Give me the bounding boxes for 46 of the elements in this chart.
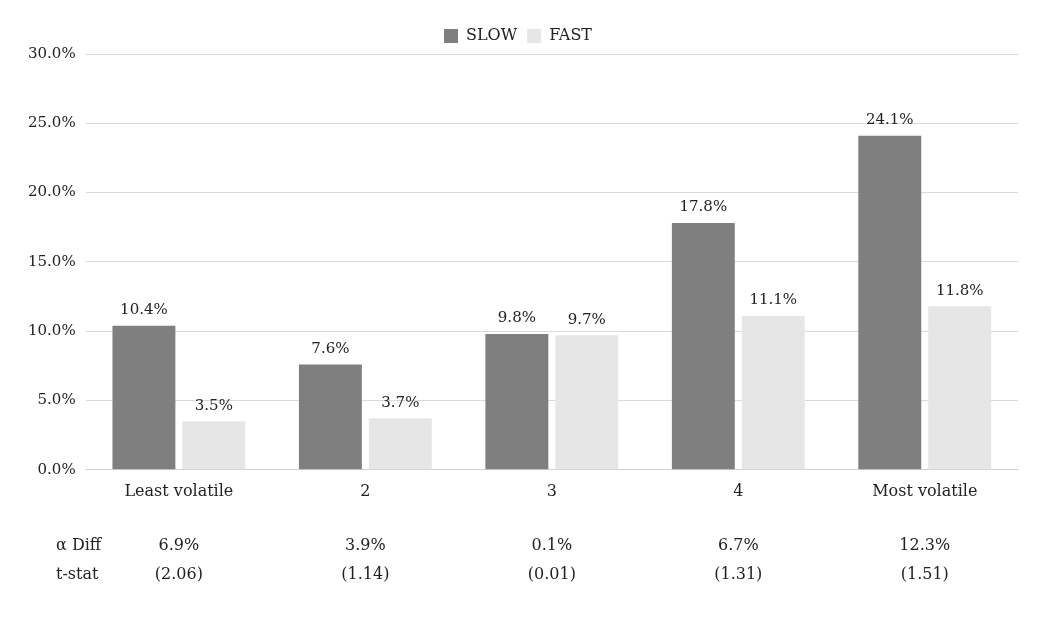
text: (1.31) [714,563,763,583]
x-tick-label: Least volatile [124,480,234,500]
x-tick-label: Most volatile [872,480,978,500]
x-tick-label: 2 [360,480,371,500]
data-label: 7.6% [311,338,350,357]
data-label: 10.4% [120,300,168,319]
bar [671,223,735,470]
text: (1.51) [900,563,949,583]
bar [928,306,992,470]
y-tick-label: 30.0% [28,43,76,62]
bar [112,325,176,470]
data-label: 9.8% [497,308,536,327]
data-label: 24.1% [865,110,914,129]
text: α Diff [56,534,103,554]
text: 3.9% [345,534,386,554]
y-tick-label: 5.0% [37,390,76,409]
x-tick-label: 3 [546,480,557,500]
text: (1.14) [341,563,390,583]
y-tick-label: 25.0% [28,113,76,132]
y-tick-label: 15.0% [28,251,76,270]
data-label: 11.8% [935,280,984,299]
text: (2.06) [154,563,203,583]
legend-label: FAST [549,25,593,45]
text: (0.01) [527,563,576,583]
data-label: 17.8% [679,197,728,216]
legend-label: SLOW [465,25,518,45]
text: t-stat [56,563,100,583]
bar [298,364,362,470]
data-label: 11.1% [749,290,798,309]
bar [555,335,619,470]
data-label: 3.7% [381,392,420,411]
data-label: 3.5% [194,395,233,414]
text: 6.7% [717,534,759,554]
bar [182,421,246,470]
bar [368,418,432,470]
bar [858,135,922,470]
data-label: 9.7% [567,309,606,328]
bar [485,333,549,470]
text: 12.3% [899,534,951,554]
x-tick-label: 4 [733,480,744,500]
y-tick-label: 10.0% [28,321,76,340]
bar [741,315,805,470]
y-tick-label: 0.0% [37,459,76,478]
text: 6.9% [158,534,200,554]
text: 0.1% [531,534,573,554]
y-tick-label: 20.0% [28,182,76,201]
